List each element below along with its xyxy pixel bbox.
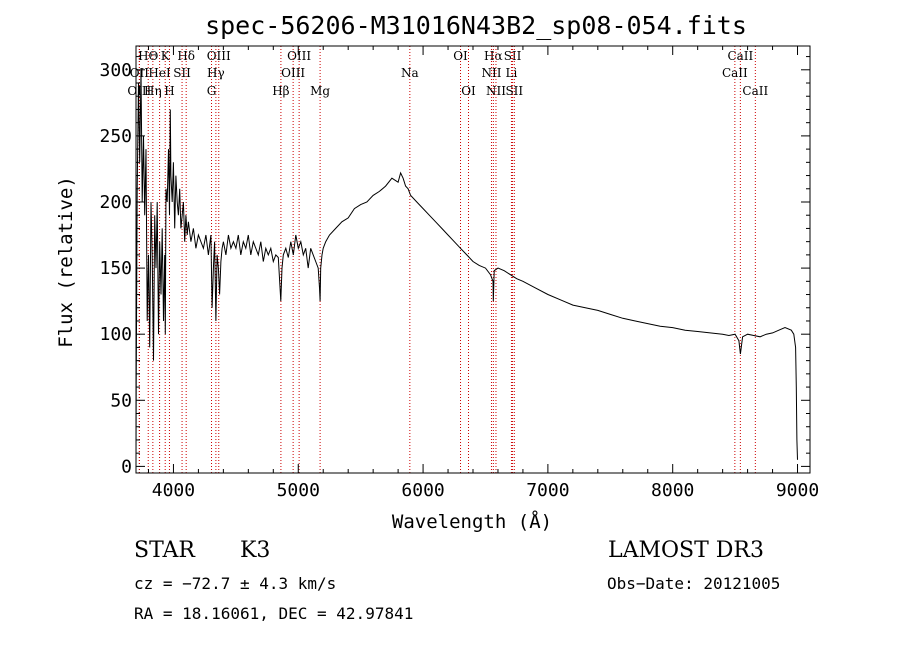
y-tick-label: 0	[121, 456, 132, 477]
line-marker-label: Li	[506, 66, 518, 80]
y-axis-label: Flux (relative)	[55, 176, 77, 348]
line-marker-label: Hγ	[207, 66, 225, 80]
line-marker-label: NII	[481, 66, 501, 80]
x-tick-label: 6000	[401, 480, 444, 501]
y-tick-label: 200	[99, 192, 132, 213]
line-marker-label: NII	[486, 84, 506, 98]
survey-name: LAMOST DR3	[608, 538, 764, 563]
line-marker-label: OIII	[281, 66, 305, 80]
line-marker-label: OIII	[207, 49, 231, 63]
line-marker-label: Hα	[484, 49, 503, 63]
line-marker-label: Mg	[310, 84, 330, 98]
x-tick-label: 8000	[651, 480, 694, 501]
x-axis: 4000 5000 6000 7000 8000 9000	[147, 46, 819, 501]
object-class: STAR	[134, 538, 195, 563]
line-marker-label: Hη	[144, 84, 162, 98]
line-marker-label: SII	[173, 66, 191, 80]
line-marker-label: CaII	[727, 49, 753, 63]
line-marker-label: CaII	[742, 84, 768, 98]
x-tick-label: 9000	[776, 480, 819, 501]
line-marker-label: OIII	[127, 84, 151, 98]
x-tick-label: 5000	[277, 480, 320, 501]
spectrum-series	[135, 69, 798, 467]
line-marker-label: OIII	[287, 49, 311, 63]
observation-date: Obs−Date: 20121005	[607, 574, 781, 593]
line-marker-label: K	[161, 49, 171, 63]
line-marker-label: HΘ	[138, 49, 158, 63]
y-axis: 0 50 100 150 200 250 300	[99, 56, 810, 477]
y-tick-label: 300	[99, 60, 132, 81]
line-marker-label: HeI	[148, 66, 171, 80]
line-marker-label: SII	[505, 84, 523, 98]
plot-frame	[135, 45, 811, 474]
x-tick-label: 4000	[152, 480, 195, 501]
line-marker-label: Hδ	[177, 49, 195, 63]
y-tick-label: 100	[99, 324, 132, 345]
y-tick-label: 150	[99, 258, 132, 279]
line-marker-label: SII	[504, 49, 522, 63]
line-marker-label: G	[207, 84, 217, 98]
x-axis-label: Wavelength (Å)	[392, 510, 552, 533]
line-marker-label: H	[164, 84, 174, 98]
object-subclass: K3	[240, 538, 271, 563]
y-tick-label: 50	[110, 390, 132, 411]
spectrum-line	[135, 69, 798, 467]
ra-dec-coordinates: RA = 18.16061, DEC = 42.97841	[134, 604, 414, 623]
y-tick-label: 250	[99, 126, 132, 147]
line-marker-label: OI	[461, 84, 476, 98]
chart-title: spec-56206-M31016N43B2_sp08-054.fits	[205, 11, 747, 40]
line-marker-label: Hβ	[272, 84, 289, 98]
line-marker-label: OI	[453, 49, 468, 63]
line-marker-label: CaII	[722, 66, 748, 80]
redshift-cz: cz = −72.7 ± 4.3 km/s	[134, 574, 337, 593]
x-tick-label: 7000	[526, 480, 569, 501]
line-marker-label: Na	[401, 66, 419, 80]
